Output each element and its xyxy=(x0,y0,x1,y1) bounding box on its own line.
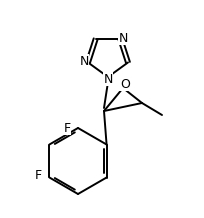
Text: N: N xyxy=(119,32,128,44)
Text: F: F xyxy=(63,121,71,135)
Text: F: F xyxy=(35,169,42,182)
Text: N: N xyxy=(79,55,89,68)
Text: N: N xyxy=(103,73,113,85)
Text: O: O xyxy=(120,78,130,90)
